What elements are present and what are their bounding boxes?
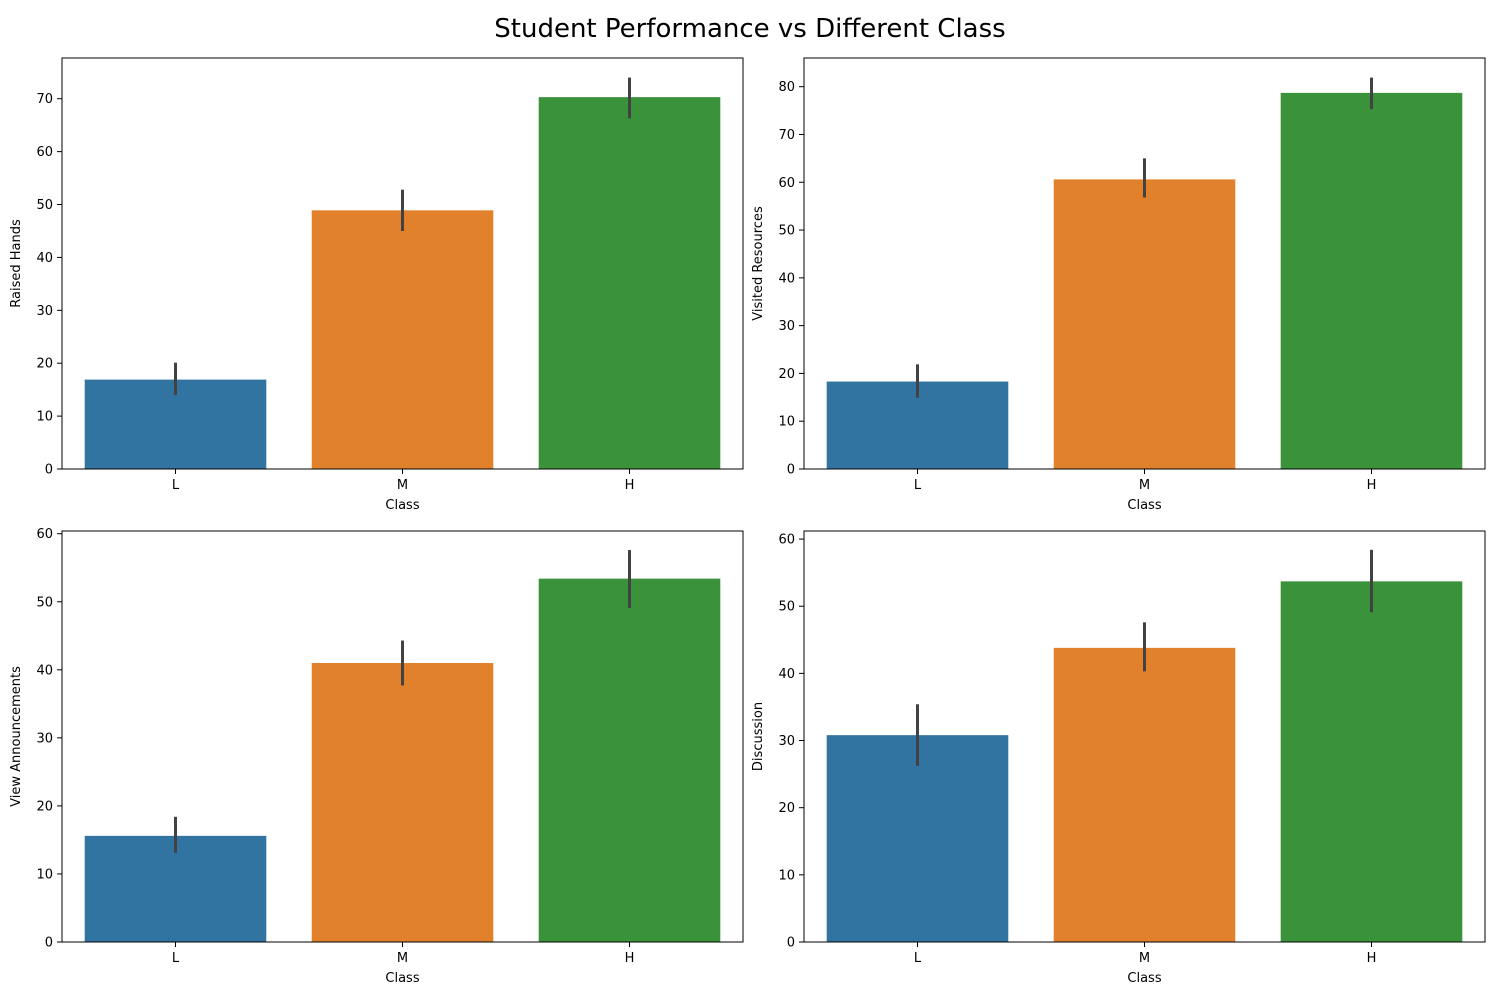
x-tick-label: H [625, 478, 635, 493]
y-tick-label: 20 [778, 801, 795, 816]
bar-M [1053, 179, 1236, 469]
y-tick-label: 30 [778, 319, 795, 334]
x-tick-label: M [1139, 478, 1150, 493]
y-tick-label: 10 [36, 410, 53, 425]
y-tick-label: 40 [36, 663, 53, 678]
bar-L [84, 835, 267, 942]
y-tick-label: 0 [787, 936, 795, 951]
x-tick-label: M [1139, 951, 1150, 966]
axes-frame [803, 57, 1486, 470]
y-tick-label: 40 [778, 271, 795, 286]
y-tick-label: 10 [778, 868, 795, 883]
y-tick-label: 40 [36, 251, 53, 266]
y-axis-label: Raised Hands [9, 219, 24, 308]
x-axis-label: Class [1127, 498, 1161, 513]
subplot-3: L M H 0 10 20 30 40 50 60 Class View Announcements [9, 527, 744, 986]
y-tick-label: 20 [778, 367, 795, 382]
y-tick-label: 70 [778, 128, 795, 143]
subplot-1: L M H 0 10 20 30 40 50 60 70 Class Raised Hands [9, 57, 744, 513]
x-tick-label: H [625, 951, 635, 966]
figure-title: Student Performance vs Different Class [494, 14, 1006, 44]
y-tick-label: 30 [778, 734, 795, 749]
y-tick-label: 30 [36, 304, 53, 319]
x-tick-label: H [1367, 951, 1377, 966]
y-tick-label: 0 [45, 936, 53, 951]
bar-H [1280, 92, 1463, 469]
x-tick-label: L [914, 951, 922, 966]
x-axis-label: Class [1127, 971, 1161, 986]
y-tick-label: 80 [778, 80, 795, 95]
y-tick-label: 20 [36, 799, 53, 814]
y-tick-label: 60 [36, 527, 53, 542]
y-tick-label: 70 [36, 92, 53, 107]
y-tick-label: 40 [778, 667, 795, 682]
bar-H [1280, 581, 1463, 942]
y-tick-label: 60 [36, 145, 53, 160]
bar-H [538, 97, 721, 470]
y-tick-label: 50 [778, 224, 795, 239]
y-axis-label: Visited Resources [751, 206, 766, 321]
y-tick-label: 60 [778, 533, 795, 548]
y-tick-label: 0 [787, 463, 795, 478]
bar-M [1053, 647, 1236, 942]
x-axis-label: Class [385, 498, 419, 513]
x-tick-label: L [172, 951, 180, 966]
y-tick-label: 60 [778, 176, 795, 191]
x-tick-label: M [397, 951, 408, 966]
y-tick-label: 10 [778, 415, 795, 430]
y-tick-label: 50 [36, 595, 53, 610]
axes-frame [61, 530, 744, 943]
bar-L [826, 735, 1009, 942]
y-tick-label: 30 [36, 731, 53, 746]
x-tick-label: M [397, 478, 408, 493]
bar-M [311, 663, 494, 942]
subplot-2: L M H 0 10 20 30 40 50 60 70 80 Class Visited Resourc… [751, 57, 1486, 513]
y-tick-label: 0 [45, 463, 53, 478]
y-tick-label: 10 [36, 867, 53, 882]
x-axis-label: Class [385, 971, 419, 986]
y-axis-label: View Announcements [9, 666, 24, 807]
y-axis-label: Discussion [751, 702, 766, 771]
x-tick-label: L [172, 478, 180, 493]
bar-H [538, 578, 721, 942]
axes-frame [61, 57, 744, 470]
x-tick-label: L [914, 478, 922, 493]
subplot-4: L M H 0 10 20 30 40 50 60 Class Discussion [751, 530, 1486, 986]
y-tick-label: 20 [36, 357, 53, 372]
axes-frame [803, 530, 1486, 943]
bar-M [311, 210, 494, 469]
y-tick-label: 50 [36, 198, 53, 213]
y-tick-label: 50 [778, 600, 795, 615]
x-tick-label: H [1367, 478, 1377, 493]
